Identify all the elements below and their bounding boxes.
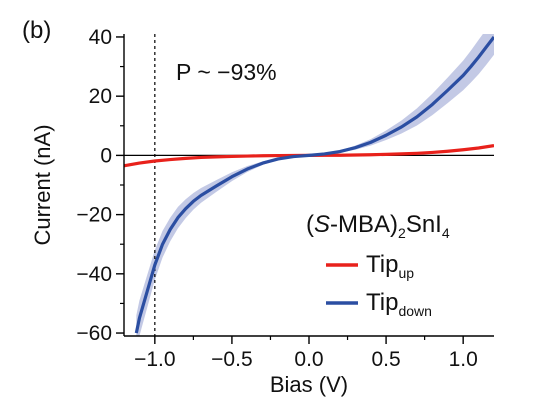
tip-down-line <box>134 35 494 334</box>
legend-label-base: Tip <box>366 289 398 316</box>
legend-label-up: Tipup <box>366 251 414 281</box>
y-axis-title: Current (nA) <box>30 124 55 245</box>
polarization-annotation: P ~ −93% <box>176 59 277 85</box>
y-tick-label: 20 <box>89 85 112 108</box>
legend-label-subscript: down <box>398 303 431 319</box>
x-axis-title: Bias (V) <box>270 372 348 397</box>
legend-title-part: S <box>314 211 330 238</box>
labels-group: −1.0 −0.5 0.0 0.5 1.0 −60 −40 −20 0 20 40 Bias (V) C… <box>22 17 478 397</box>
x-tick-label: −0.5 <box>211 348 252 371</box>
legend-label-subscript: up <box>398 265 414 281</box>
x-tick-label: 0.0 <box>294 348 323 371</box>
series-lines-group <box>124 34 494 336</box>
axes-group <box>116 34 494 344</box>
legend-title-part: 2 <box>398 225 406 241</box>
legend-title-part: SnI <box>406 211 442 238</box>
legend-title-part: 4 <box>442 225 450 241</box>
x-tick-label: 0.5 <box>371 348 400 371</box>
y-tick-label: 40 <box>89 26 112 49</box>
legend-label-down: Tipdown <box>366 289 432 319</box>
y-tick-label: −20 <box>76 204 112 227</box>
tip-down-band <box>136 34 494 336</box>
y-tick-label: −60 <box>76 322 112 345</box>
tip-down-confidence-band-group <box>136 34 494 336</box>
panel-label: (b) <box>22 17 51 44</box>
legend-title-part: -MBA) <box>330 211 398 238</box>
legend-label-base: Tip <box>366 251 398 278</box>
y-tick-label: −40 <box>76 263 112 286</box>
x-tick-label: −1.0 <box>134 348 175 371</box>
legend-title-part: ( <box>306 211 314 238</box>
legend-title: (S-MBA)2SnI4 <box>306 211 450 241</box>
y-tick-label: 0 <box>100 144 112 167</box>
x-tick-label: 1.0 <box>449 348 478 371</box>
